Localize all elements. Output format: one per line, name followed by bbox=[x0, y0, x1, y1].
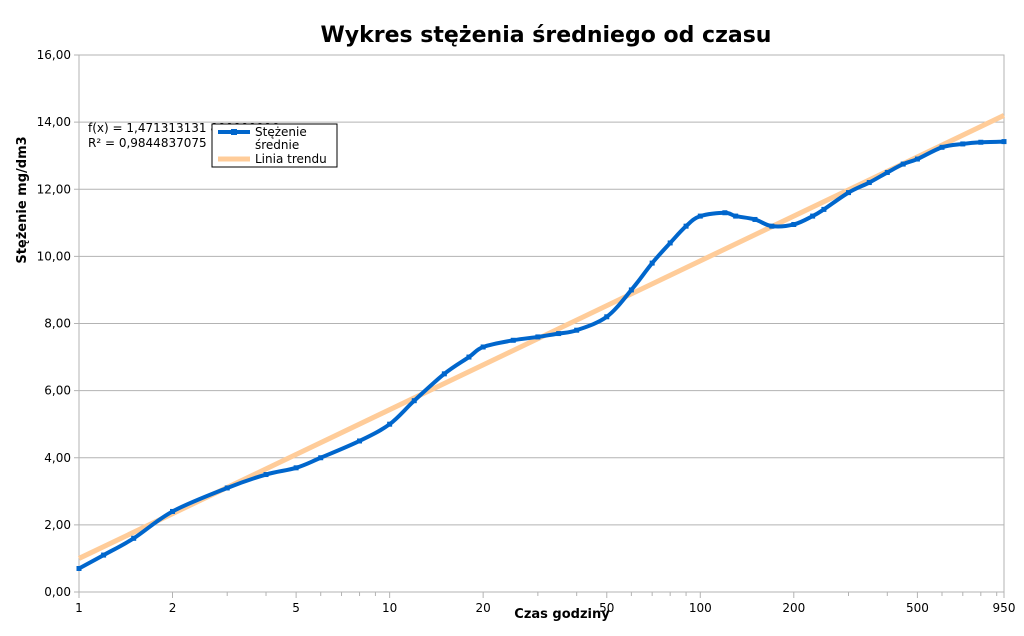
data-point bbox=[978, 139, 984, 145]
data-point bbox=[810, 213, 816, 219]
data-point bbox=[131, 535, 137, 541]
y-tick-label: 8,00 bbox=[44, 317, 71, 331]
y-tick-label: 14,00 bbox=[37, 115, 71, 129]
y-tick-label: 2,00 bbox=[44, 518, 71, 532]
x-tick-label: 10 bbox=[382, 601, 397, 615]
y-tick-label: 6,00 bbox=[44, 384, 71, 398]
legend-label-trend: Linia trendu bbox=[255, 152, 327, 166]
data-point bbox=[411, 398, 417, 404]
data-point bbox=[649, 260, 655, 266]
x-tick-label: 1 bbox=[75, 601, 83, 615]
x-axis-title: Czas godziny bbox=[514, 607, 610, 622]
data-point bbox=[387, 421, 393, 427]
y-tick-label: 10,00 bbox=[37, 249, 71, 263]
data-point bbox=[318, 455, 324, 461]
data-point bbox=[769, 223, 775, 229]
data-point bbox=[821, 206, 827, 212]
data-point bbox=[791, 221, 797, 227]
y-axis-title: Stężenie mg/dm3 bbox=[15, 136, 30, 263]
data-point bbox=[263, 472, 269, 478]
x-tick-label: 2 bbox=[169, 601, 177, 615]
x-axis-ticks: 1 2 5 10 20 50 100 200 500 950 bbox=[75, 592, 1015, 615]
x-tick-label: 5 bbox=[292, 601, 300, 615]
data-point bbox=[604, 314, 610, 320]
series-layer bbox=[76, 139, 1007, 572]
data-point bbox=[535, 334, 541, 340]
data-point bbox=[357, 438, 363, 444]
y-tick-label: 4,00 bbox=[44, 451, 71, 465]
data-point bbox=[667, 240, 673, 246]
data-point bbox=[293, 465, 299, 471]
data-point bbox=[1001, 139, 1007, 145]
data-point bbox=[628, 287, 634, 293]
data-point bbox=[510, 337, 516, 343]
x-tick-label: 500 bbox=[906, 601, 929, 615]
legend-label-series: Stężenie bbox=[255, 125, 307, 139]
x-tick-label: 50 bbox=[599, 601, 614, 615]
data-point bbox=[939, 144, 945, 150]
data-point bbox=[441, 371, 447, 377]
legend-label-series-line2: średnie bbox=[255, 138, 299, 152]
data-point bbox=[170, 508, 176, 514]
data-point bbox=[224, 485, 230, 491]
data-point bbox=[845, 190, 851, 196]
legend-marker bbox=[231, 129, 237, 135]
data-point bbox=[466, 354, 472, 360]
data-point bbox=[914, 156, 920, 162]
data-point bbox=[574, 327, 580, 333]
x-tick-label: 100 bbox=[689, 601, 712, 615]
data-point bbox=[556, 331, 562, 337]
data-point bbox=[101, 552, 107, 558]
data-point bbox=[960, 141, 966, 147]
data-point bbox=[733, 213, 739, 219]
r-squared-text: R² = 0,9844837075 bbox=[88, 136, 207, 150]
y-axis-ticks: 0,00 2,00 4,00 6,00 8,00 10,00 12,00 14,00 16,00 bbox=[37, 48, 79, 599]
y-tick-label: 0,00 bbox=[44, 585, 71, 599]
y-tick-label: 12,00 bbox=[37, 182, 71, 196]
data-point bbox=[697, 213, 703, 219]
data-point bbox=[722, 210, 728, 216]
series-line bbox=[78, 139, 1005, 571]
data-point bbox=[76, 566, 82, 572]
data-point bbox=[752, 216, 758, 222]
chart-title: Wykres stężenia średniego od czasu bbox=[321, 23, 772, 48]
data-point bbox=[683, 223, 689, 229]
data-point bbox=[900, 161, 906, 167]
data-point bbox=[480, 344, 486, 350]
x-tick-label: 950 bbox=[993, 601, 1016, 615]
data-point bbox=[884, 169, 890, 175]
y-tick-label: 16,00 bbox=[37, 48, 71, 62]
x-tick-label: 200 bbox=[782, 601, 805, 615]
data-point bbox=[866, 180, 872, 186]
x-tick-label: 20 bbox=[476, 601, 491, 615]
